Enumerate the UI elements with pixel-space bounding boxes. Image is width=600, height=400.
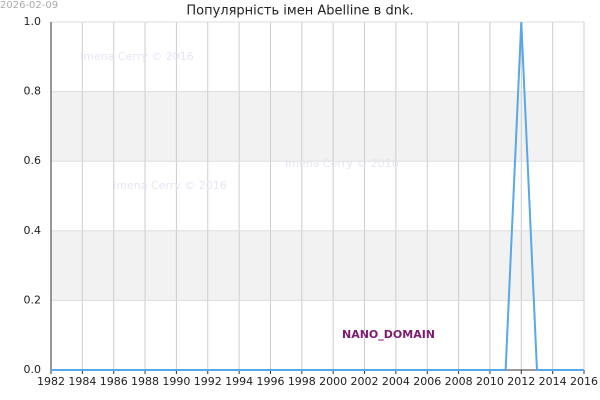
y-tick-label: 0.0	[24, 363, 42, 376]
x-tick-label: 2008	[445, 375, 473, 388]
x-tick-label: 1996	[256, 375, 284, 388]
domain-label: NANO_DOMAIN	[342, 328, 435, 341]
band	[51, 91, 584, 162]
date-stamp: 2026-02-09	[0, 0, 58, 11]
chart-title: Популярність імен Abelline в dnk.	[186, 4, 413, 19]
y-tick-label: 1.0	[24, 15, 42, 28]
watermark: Imena Cerry © 2016	[113, 179, 227, 192]
x-tick-label: 2016	[570, 375, 598, 388]
x-tick-label: 2000	[319, 375, 347, 388]
y-tick-label: 0.4	[24, 224, 42, 237]
band	[51, 230, 584, 301]
x-tick-label: 2012	[507, 375, 535, 388]
x-tick-label: 1986	[100, 375, 128, 388]
watermark: Imena Cerry © 2016	[80, 50, 194, 63]
x-tick-label: 2010	[476, 375, 504, 388]
y-tick-label: 0.6	[24, 154, 42, 167]
x-tick-label: 2014	[539, 375, 567, 388]
x-tick-label: 2004	[382, 375, 410, 388]
watermark: Imena Cerry © 2016	[285, 157, 399, 170]
line	[51, 21, 584, 371]
x-tick-label: 1990	[162, 375, 190, 388]
x-tick-label: 1982	[37, 375, 65, 388]
x-tick-label: 2002	[351, 375, 379, 388]
x-tick-label: 1998	[288, 375, 316, 388]
y-tick-label: 0.8	[24, 85, 42, 98]
x-tick-label: 1984	[68, 375, 96, 388]
x-tick-label: 1988	[131, 375, 159, 388]
x-tick-label: 1994	[225, 375, 253, 388]
x-tick-label: 2006	[413, 375, 441, 388]
x-tick-label: 1992	[194, 375, 222, 388]
y-tick-label: 0.2	[24, 293, 42, 306]
